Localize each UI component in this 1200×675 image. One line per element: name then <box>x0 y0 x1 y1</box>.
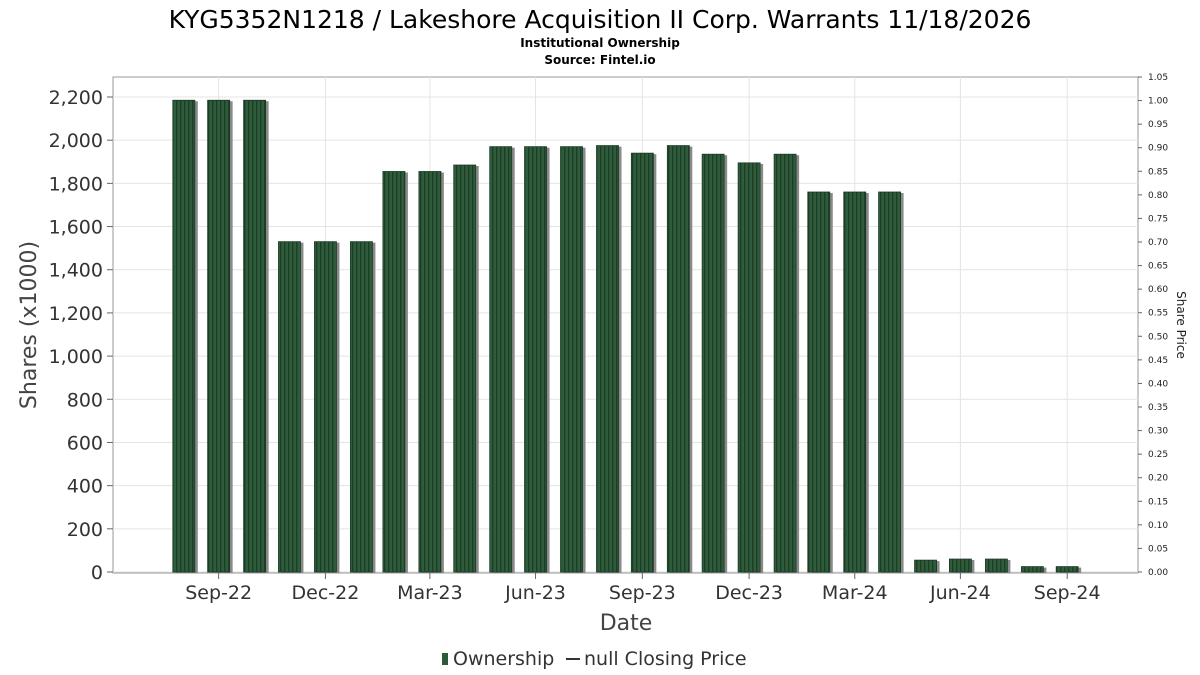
y2-tick-label: 0.65 <box>1148 262 1168 272</box>
y2-tick-label: 0.35 <box>1148 403 1168 413</box>
y2-tick-label: 0.90 <box>1148 144 1168 154</box>
y2-tick-label: 0.50 <box>1148 332 1168 342</box>
y2-tick-label: 0.60 <box>1148 285 1168 295</box>
ownership-bar <box>382 171 406 573</box>
ownership-bar <box>560 146 583 573</box>
y-tick-label: 1,800 <box>49 173 103 195</box>
ownership-bar <box>350 241 373 573</box>
x-axis-label: Date <box>600 611 653 636</box>
ownership-bar <box>453 164 477 573</box>
y2-tick-label: 0.25 <box>1148 450 1168 460</box>
x-tick-label: Dec-22 <box>292 582 360 604</box>
axes: 0 200 400 600 800 1,000 1,200 1,400 1,600 1,800 2,… <box>49 73 1169 604</box>
y2-tick-label: 0.75 <box>1148 214 1168 224</box>
y2-tick-label: 1.00 <box>1148 97 1168 107</box>
ownership-bar <box>948 558 972 573</box>
x-tick-label: Mar-23 <box>397 582 463 604</box>
y-tick-label: 2,000 <box>49 130 103 152</box>
y-tick-label: 400 <box>67 476 103 498</box>
y-tick-label: 800 <box>67 389 103 411</box>
ownership-bar <box>630 152 654 573</box>
ownership-bar <box>314 241 337 573</box>
x-tick-label: Jun-24 <box>929 582 991 604</box>
y2-tick-label: 0.45 <box>1148 356 1168 366</box>
x-tick-label: Sep-22 <box>185 582 252 604</box>
y-axis-label: Shares (x1000) <box>17 241 42 409</box>
y2-axis-label: Share Price <box>1174 291 1188 359</box>
ownership-bar <box>489 146 513 573</box>
y2-tick-label: 1.05 <box>1148 73 1168 83</box>
y2-tick-label: 0.40 <box>1148 379 1168 389</box>
legend-ownership-swatch <box>442 653 448 665</box>
legend: Ownership null Closing Price <box>442 648 747 670</box>
y2-tick-label: 0.85 <box>1148 167 1168 177</box>
y-tick-label: 600 <box>67 432 103 454</box>
ownership-bar <box>418 171 442 573</box>
y2-tick-label: 0.15 <box>1148 497 1168 507</box>
x-tick-label: Dec-23 <box>715 582 783 604</box>
ownership-bar <box>278 241 301 573</box>
ownership-bar <box>737 162 761 573</box>
y2-tick-label: 0.10 <box>1148 521 1168 531</box>
y2-tick-label: 0.05 <box>1148 544 1168 554</box>
ownership-bar <box>984 558 1008 573</box>
legend-ownership-label: Ownership <box>453 648 554 670</box>
ownership-bar <box>596 145 619 573</box>
x-tick-label: Sep-24 <box>1034 582 1101 604</box>
x-tick-label: Sep-23 <box>609 582 676 604</box>
ownership-bar <box>172 99 196 573</box>
ownership-bar <box>773 153 797 573</box>
ownership-bar <box>207 99 231 573</box>
y-tick-label: 1,200 <box>49 303 103 325</box>
ownership-bar <box>666 145 690 573</box>
y-tick-label: 200 <box>67 519 103 541</box>
chart-subtitle: Institutional Ownership <box>520 36 680 50</box>
x-tick-label: Mar-24 <box>822 582 888 604</box>
y-tick-label: 1,000 <box>49 346 103 368</box>
y-tick-label: 0 <box>91 562 103 584</box>
ownership-bar <box>807 191 831 573</box>
ownership-bar <box>878 191 901 573</box>
x-tick-label: Jun-23 <box>504 582 566 604</box>
y-tick-label: 1,400 <box>49 260 103 282</box>
ownership-bar <box>1020 566 1044 573</box>
legend-price-label: null Closing Price <box>584 648 747 670</box>
ownership-bar <box>843 191 867 573</box>
y2-tick-label: 0.00 <box>1148 568 1168 578</box>
ownership-bars <box>172 99 1082 574</box>
y2-tick-label: 0.20 <box>1148 474 1168 484</box>
ownership-bar <box>1055 566 1079 573</box>
ownership-bar <box>701 153 725 573</box>
ownership-bar <box>243 99 267 573</box>
ownership-bar <box>914 559 937 573</box>
chart-title: KYG5352N1218 / Lakeshore Acquisition II … <box>169 5 1032 34</box>
y2-tick-label: 0.30 <box>1148 427 1168 437</box>
y2-tick-label: 0.95 <box>1148 120 1168 130</box>
y2-tick-label: 0.70 <box>1148 238 1168 248</box>
y-tick-label: 1,600 <box>49 217 103 239</box>
ownership-bar <box>524 146 547 573</box>
chart-source: Source: Fintel.io <box>544 53 655 67</box>
y2-tick-label: 0.55 <box>1148 309 1168 319</box>
y-tick-label: 2,200 <box>49 87 103 109</box>
y2-tick-label: 0.80 <box>1148 191 1168 201</box>
